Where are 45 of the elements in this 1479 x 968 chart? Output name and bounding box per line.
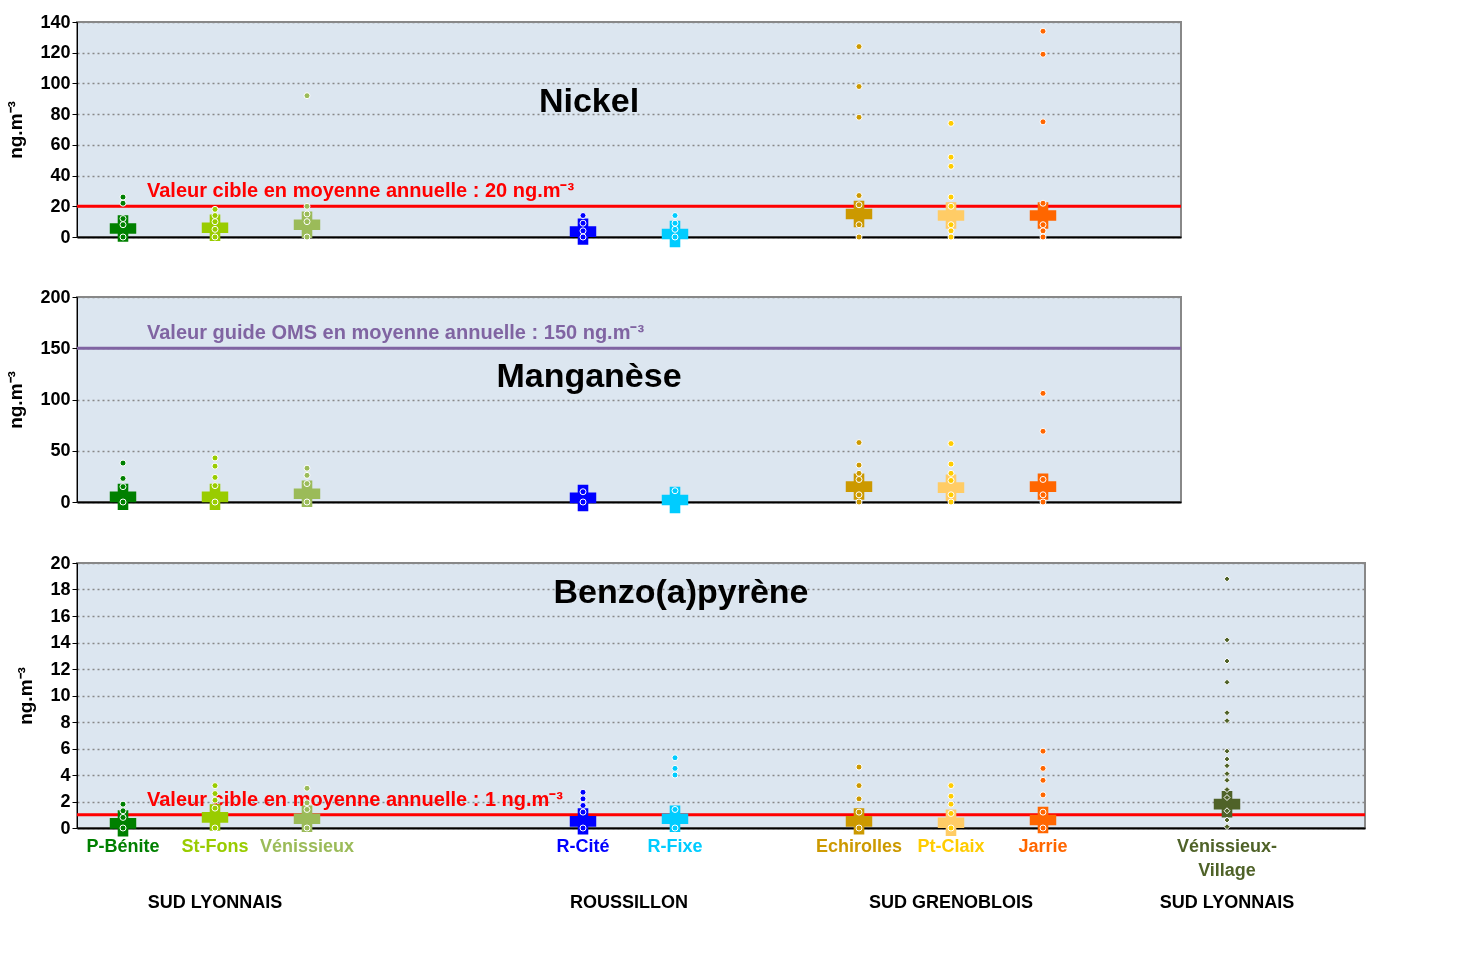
text: ROUSSILLON [569, 892, 689, 912]
x-tick-label: Echirolles [815, 836, 903, 856]
y-tick-label: 200 [40, 286, 71, 307]
y-tick-label: 2 [60, 791, 71, 811]
y-tick-label: 40 [50, 165, 71, 186]
y-tick-label: 60 [50, 134, 71, 155]
y-tick-label: 18 [50, 579, 71, 599]
y-tick-label: 50 [50, 440, 71, 461]
y-tick-label: 120 [40, 42, 71, 63]
text: Manganèse [496, 356, 682, 394]
y-tick-label: 8 [60, 711, 71, 732]
text: SUD LYONNAIS [147, 892, 283, 912]
y-axis-title: ng.m⁻³ [15, 667, 37, 725]
y-tick-label: 0 [60, 491, 71, 512]
y-tick-label: 0 [60, 817, 71, 838]
x-tick-label: Pt-Claix [917, 836, 985, 856]
ref-line-label: Valeur cible en moyenne annuelle : 20 ng.m⁻³ [147, 179, 575, 202]
y-tick-label: 20 [50, 195, 71, 216]
text: Nickel [538, 81, 640, 119]
x-tick-label: St-Fons [181, 836, 249, 856]
x-tick-label: P-Bénite [86, 836, 160, 856]
text: SUD GRENOBLOIS [868, 892, 1034, 912]
y-axis-title: ng.m⁻³ [5, 371, 27, 429]
x-tick-label: R-Fixe [647, 836, 703, 856]
y-tick-label: 10 [50, 685, 71, 705]
y-tick-label: 0 [60, 226, 71, 247]
y-axis-title: ng.m⁻³ [5, 101, 27, 159]
y-tick-label: 4 [60, 764, 71, 785]
y-tick-label: 140 [40, 11, 71, 32]
x-tick-label: Vénissieux [259, 836, 355, 856]
x-tick-label: R-Cité [556, 836, 610, 856]
y-tick-label: 100 [40, 72, 71, 93]
text: SUD LYONNAIS [1159, 892, 1295, 912]
y-tick-label: 100 [40, 389, 71, 409]
x-tick-label: Vénissieux-Village [1176, 836, 1278, 880]
y-tick-label: 16 [50, 605, 71, 626]
y-tick-label: 20 [50, 552, 71, 573]
y-tick-label: 14 [50, 632, 71, 652]
y-tick-label: 12 [50, 658, 71, 679]
y-tick-label: 150 [40, 337, 71, 358]
x-tick-label: Jarrie [1018, 836, 1068, 856]
ref-line-label: Valeur guide OMS en moyenne annuelle : 150 ng.m⁻³ [147, 321, 645, 344]
y-tick-label: 80 [50, 103, 71, 124]
y-tick-label: 6 [60, 738, 71, 758]
chart-title: Benzo(a)pyrène [553, 572, 809, 610]
